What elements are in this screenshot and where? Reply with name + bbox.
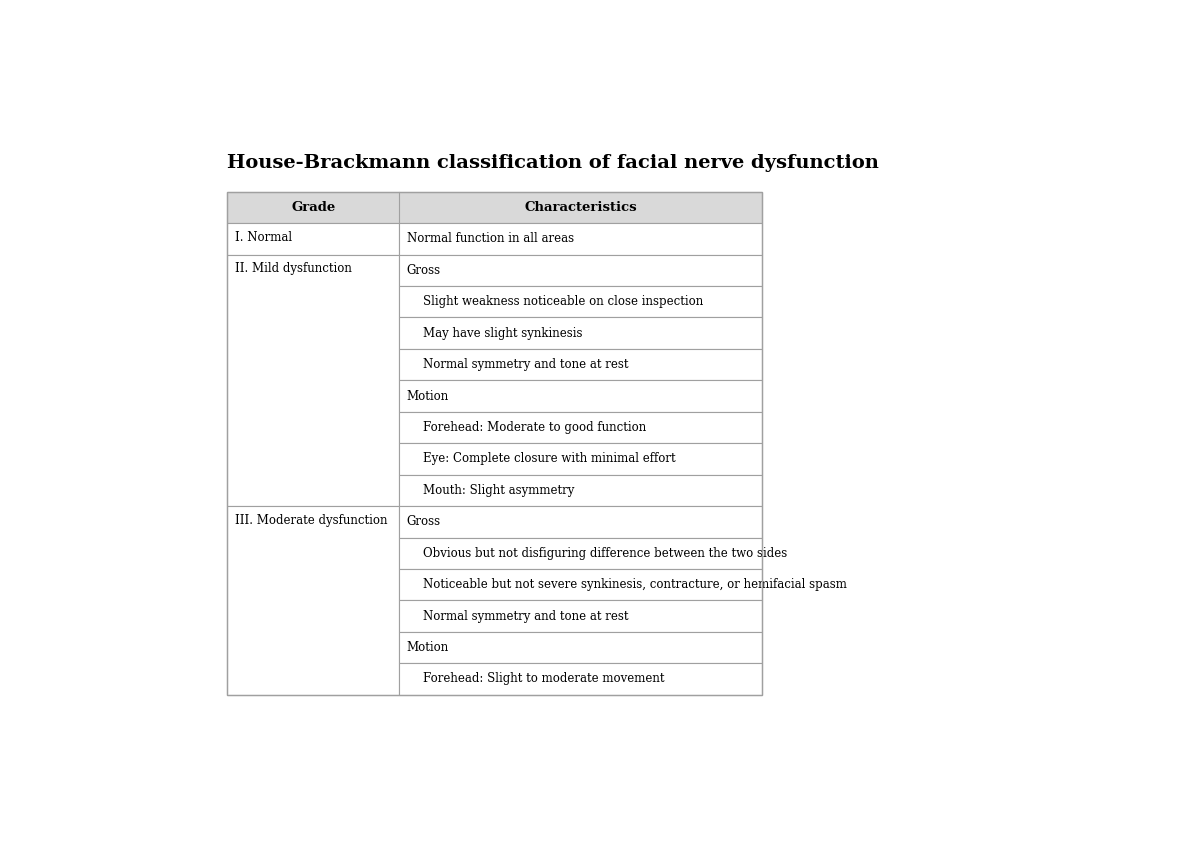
Bar bbox=[400, 286, 762, 317]
Text: Noticeable but not severe synkinesis, contracture, or hemifacial spasm: Noticeable but not severe synkinesis, co… bbox=[424, 578, 847, 591]
Bar bbox=[400, 254, 762, 286]
Bar bbox=[400, 506, 762, 538]
Bar bbox=[227, 223, 400, 254]
Text: III. Moderate dysfunction: III. Moderate dysfunction bbox=[235, 514, 388, 527]
Text: Gross: Gross bbox=[407, 516, 440, 528]
Text: Slight weakness noticeable on close inspection: Slight weakness noticeable on close insp… bbox=[424, 295, 703, 309]
Text: I. Normal: I. Normal bbox=[235, 231, 292, 244]
Bar bbox=[400, 223, 762, 254]
Text: Motion: Motion bbox=[407, 641, 449, 654]
Text: Grade: Grade bbox=[292, 201, 335, 214]
Bar bbox=[227, 506, 400, 695]
Text: Normal symmetry and tone at rest: Normal symmetry and tone at rest bbox=[424, 610, 629, 622]
Bar bbox=[400, 632, 762, 663]
Bar bbox=[400, 444, 762, 475]
Text: Forehead: Moderate to good function: Forehead: Moderate to good function bbox=[424, 421, 647, 434]
Text: II. Mild dysfunction: II. Mild dysfunction bbox=[235, 263, 352, 276]
Text: Normal symmetry and tone at rest: Normal symmetry and tone at rest bbox=[424, 358, 629, 371]
Bar bbox=[400, 349, 762, 381]
Text: Characteristics: Characteristics bbox=[524, 201, 637, 214]
Bar bbox=[400, 381, 762, 412]
Text: Normal function in all areas: Normal function in all areas bbox=[407, 232, 574, 245]
Text: Motion: Motion bbox=[407, 389, 449, 403]
Bar bbox=[400, 600, 762, 632]
Bar bbox=[227, 192, 762, 695]
Text: Obvious but not disfiguring difference between the two sides: Obvious but not disfiguring difference b… bbox=[424, 547, 787, 560]
Text: May have slight synkinesis: May have slight synkinesis bbox=[424, 326, 583, 340]
Text: Mouth: Slight asymmetry: Mouth: Slight asymmetry bbox=[424, 484, 575, 497]
Bar bbox=[400, 663, 762, 695]
Bar bbox=[400, 412, 762, 444]
Bar bbox=[227, 254, 400, 506]
Text: Eye: Complete closure with minimal effort: Eye: Complete closure with minimal effor… bbox=[424, 453, 676, 466]
Bar bbox=[400, 317, 762, 349]
Bar bbox=[400, 475, 762, 506]
Text: House-Brackmann classification of facial nerve dysfunction: House-Brackmann classification of facial… bbox=[227, 153, 880, 171]
Bar bbox=[400, 569, 762, 600]
Bar bbox=[227, 192, 762, 223]
Text: Forehead: Slight to moderate movement: Forehead: Slight to moderate movement bbox=[424, 672, 665, 685]
Bar bbox=[400, 538, 762, 569]
Text: Gross: Gross bbox=[407, 264, 440, 276]
